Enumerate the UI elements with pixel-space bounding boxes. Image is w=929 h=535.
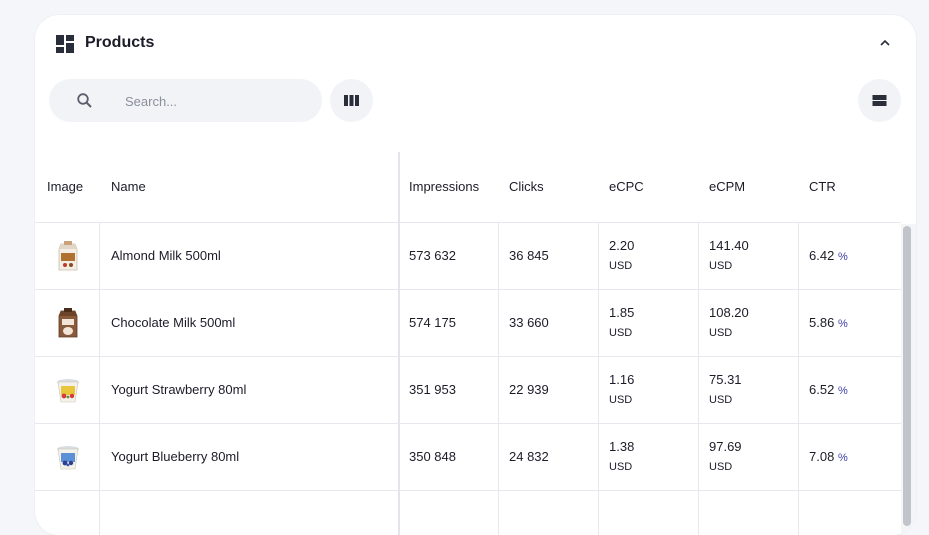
ecpc-cell: 1.38 USD xyxy=(599,424,699,490)
panel-title: Products xyxy=(85,34,155,51)
table-row[interactable]: Yogurt Blueberry 80ml 350 848 24 832 1.3… xyxy=(35,424,901,491)
table-row[interactable]: Yogurt Strawberry 80ml 351 953 22 939 1.… xyxy=(35,357,901,424)
products-panel: Products Image Name Impressions Clicks xyxy=(35,15,916,535)
yogurt-cup-icon xyxy=(57,446,79,470)
ctr-cell: 6.42 % xyxy=(809,248,848,263)
ctr-cell: 6.52 % xyxy=(809,382,848,397)
table-header-row: Image Name Impressions Clicks eCPC eCPM … xyxy=(35,152,901,223)
image-cell xyxy=(35,491,100,535)
ctr-cell: 5.86 % xyxy=(809,315,848,330)
scrollbar-thumb[interactable] xyxy=(903,226,911,526)
column-header-clicks[interactable]: Clicks xyxy=(509,179,544,194)
ecpc-cell: 1.16 USD xyxy=(599,357,699,423)
column-header-ecpm[interactable]: eCPM xyxy=(709,179,746,194)
clicks-cell: 33 660 xyxy=(499,290,599,356)
ecpm-cell xyxy=(699,491,799,535)
ecpc-cell: 2.20 USD xyxy=(599,223,699,289)
clicks-cell xyxy=(499,491,599,535)
table-row[interactable] xyxy=(35,491,901,535)
columns-icon xyxy=(344,95,359,106)
table-row[interactable]: Chocolate Milk 500ml 574 175 33 660 1.85… xyxy=(35,290,901,357)
ctr-cell xyxy=(799,491,901,535)
panel-header: Products xyxy=(35,15,916,71)
clicks-cell: 36 845 xyxy=(499,223,599,289)
impressions-cell: 573 632 xyxy=(400,223,499,289)
products-table: Image Name Impressions Clicks eCPC eCPM … xyxy=(35,152,901,535)
dashboard-icon xyxy=(56,35,74,53)
column-header-image[interactable]: Image xyxy=(47,179,84,194)
chevron-up-icon[interactable] xyxy=(875,35,895,51)
search-box xyxy=(49,79,322,122)
name-cell: Chocolate Milk 500ml xyxy=(100,290,400,356)
milk-carton-icon xyxy=(58,241,78,271)
impressions-cell: 574 175 xyxy=(400,290,499,356)
ecpc-cell xyxy=(599,491,699,535)
search-input[interactable] xyxy=(123,90,307,112)
column-header-ecpc[interactable]: eCPC xyxy=(609,179,644,194)
name-cell: Yogurt Strawberry 80ml xyxy=(100,357,400,423)
impressions-cell: 350 848 xyxy=(400,424,499,490)
column-header-ctr[interactable]: CTR xyxy=(809,179,836,194)
clicks-cell: 22 939 xyxy=(499,357,599,423)
columns-button[interactable] xyxy=(330,79,373,122)
table-row[interactable]: Almond Milk 500ml 573 632 36 845 2.20 USD… xyxy=(35,223,901,290)
image-cell xyxy=(35,424,100,490)
search-icon xyxy=(77,93,92,108)
ecpm-cell: 75.31 USD xyxy=(699,357,799,423)
clicks-cell: 24 832 xyxy=(499,424,599,490)
ecpm-cell: 108.20 USD xyxy=(699,290,799,356)
density-button[interactable] xyxy=(858,79,901,122)
column-header-name[interactable]: Name xyxy=(100,152,400,222)
density-icon xyxy=(872,95,887,106)
chocolate-milk-icon xyxy=(58,308,78,338)
name-cell: Almond Milk 500ml xyxy=(100,223,400,289)
column-header-impressions[interactable]: Impressions xyxy=(409,179,480,194)
ecpm-cell: 141.40 USD xyxy=(699,223,799,289)
ecpc-cell: 1.85 USD xyxy=(599,290,699,356)
name-cell: Yogurt Blueberry 80ml xyxy=(100,424,400,490)
ecpm-cell: 97.69 USD xyxy=(699,424,799,490)
impressions-cell: 351 953 xyxy=(400,357,499,423)
image-cell xyxy=(35,223,100,289)
image-cell xyxy=(35,290,100,356)
image-cell xyxy=(35,357,100,423)
name-cell xyxy=(100,491,400,535)
ctr-cell: 7.08 % xyxy=(809,449,848,464)
yogurt-cup-icon xyxy=(57,379,79,403)
impressions-cell xyxy=(400,491,499,535)
